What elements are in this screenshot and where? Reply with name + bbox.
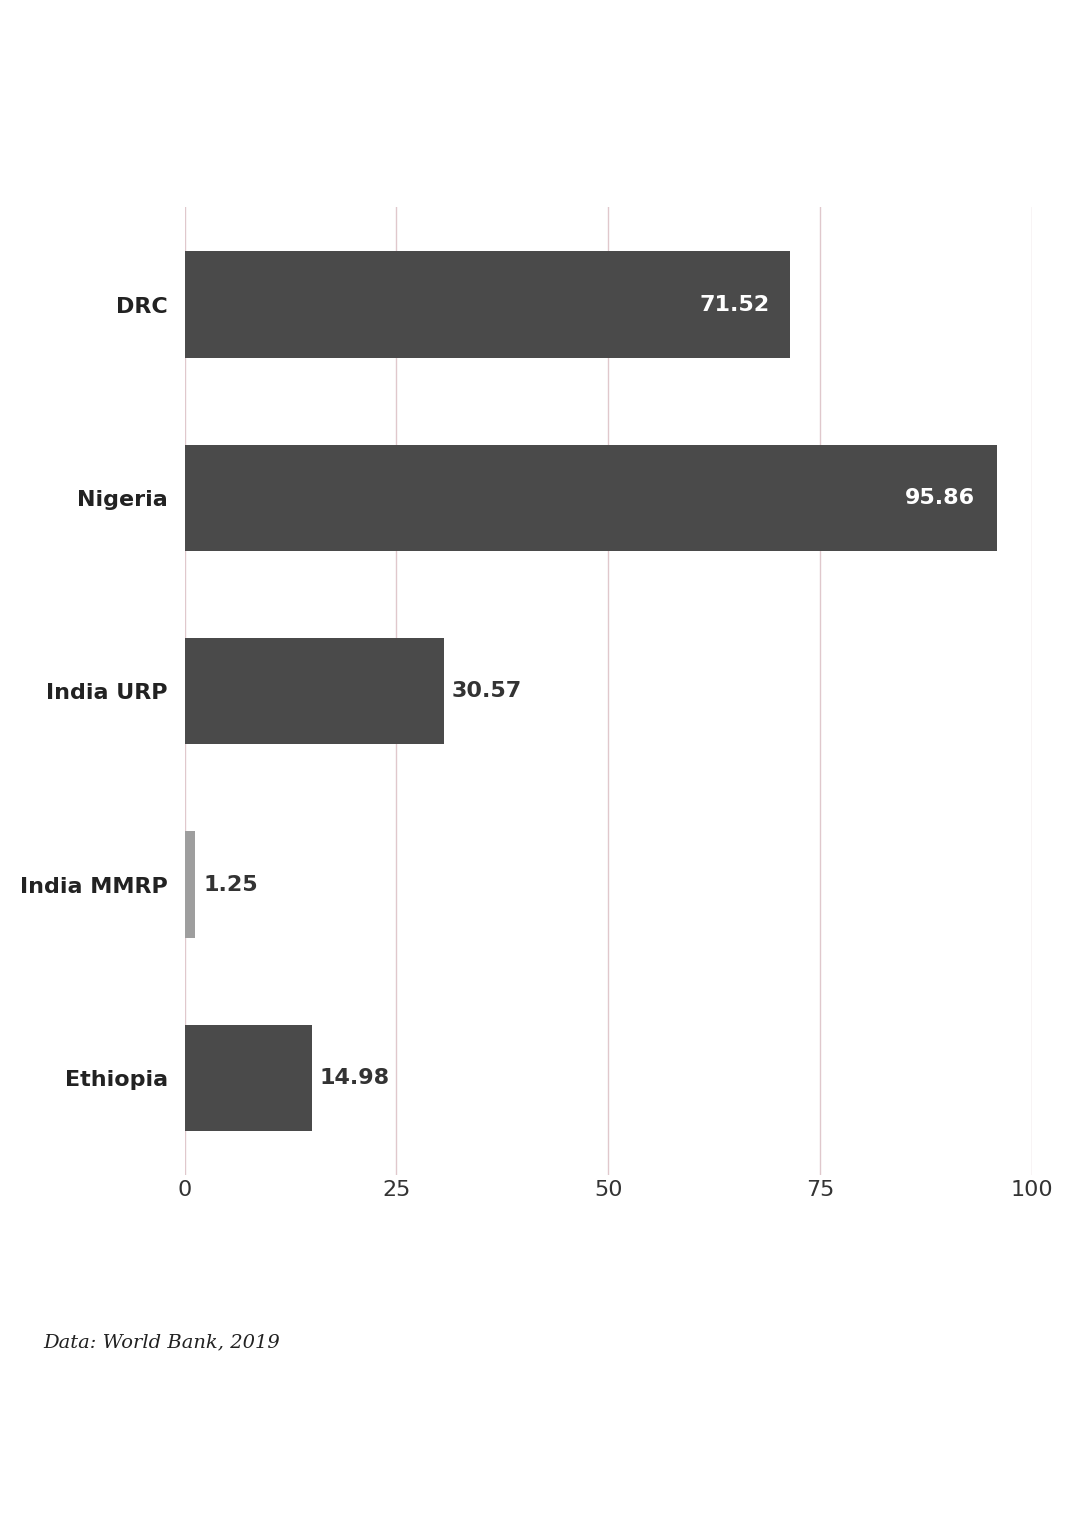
Bar xyxy=(185,252,791,358)
Text: Data: World Bank, 2019: Data: World Bank, 2019 xyxy=(43,1333,280,1352)
Text: 71.52: 71.52 xyxy=(699,295,769,315)
Text: www.weetracker.com: www.weetracker.com xyxy=(43,1465,251,1485)
Bar xyxy=(185,1025,312,1130)
Text: Wee
Trackêr: Wee Trackêr xyxy=(938,1450,1043,1501)
Text: 1.25: 1.25 xyxy=(204,874,258,894)
Bar xyxy=(185,831,195,937)
Text: 95.86: 95.86 xyxy=(906,488,975,508)
Bar xyxy=(185,637,443,745)
Bar xyxy=(185,445,997,551)
Text: 14.98: 14.98 xyxy=(320,1068,390,1087)
Text: 2030 Projections For Poverty (In Millions Of Population): 2030 Projections For Poverty (In Million… xyxy=(43,112,1086,146)
Text: 30.57: 30.57 xyxy=(452,680,522,702)
